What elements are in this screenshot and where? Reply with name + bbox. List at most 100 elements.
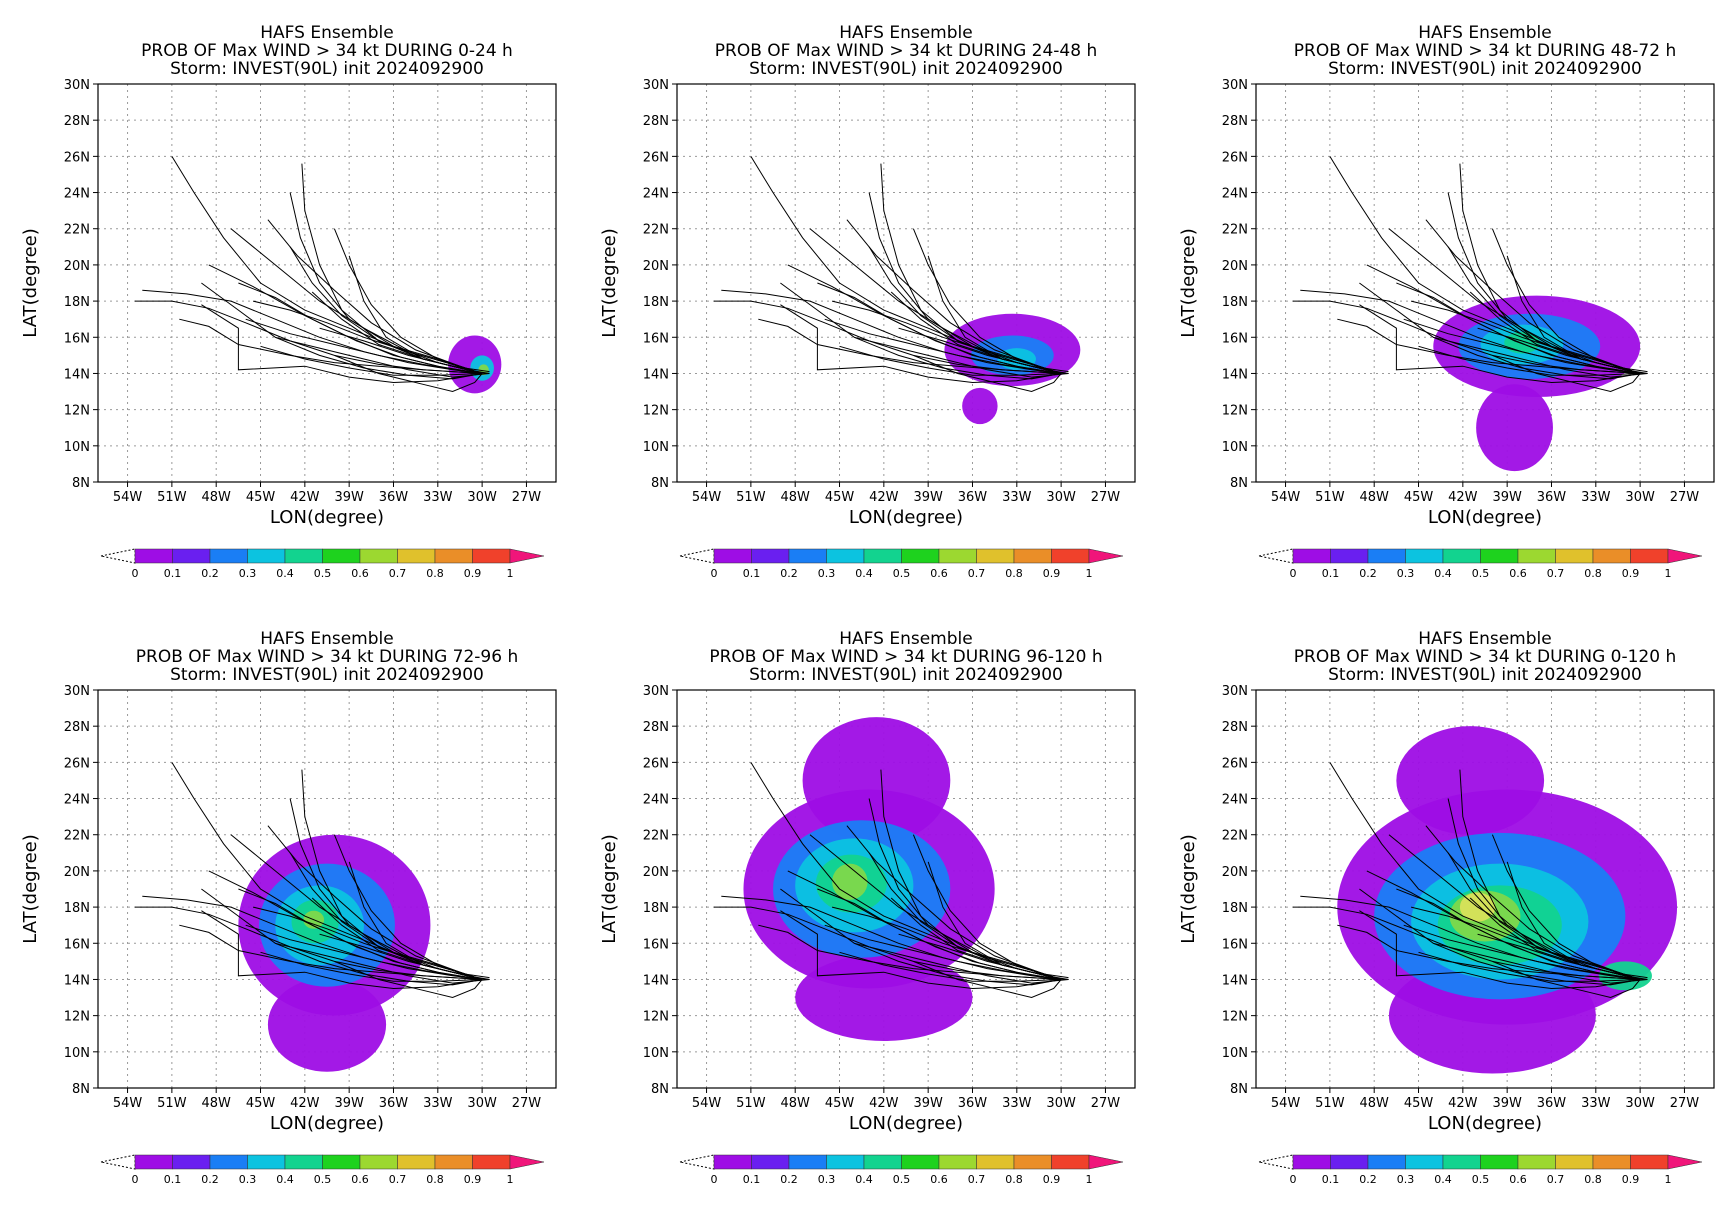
colorbar-over-arrow — [1088, 1154, 1124, 1170]
colorbar-cell — [1051, 548, 1090, 564]
x-tick-label: 39W — [334, 1096, 364, 1111]
colorbar-label: 0.4 — [855, 1173, 873, 1186]
y-tick-label: 8N — [1230, 476, 1248, 491]
colorbar-cell — [1405, 548, 1444, 564]
x-tick-label: 27W — [1091, 1096, 1121, 1111]
y-tick-label: 16N — [1222, 331, 1248, 346]
x-tick-label: 54W — [1271, 1096, 1301, 1111]
colorbar-label: 0.7 — [389, 567, 407, 580]
colorbar-cell — [1630, 548, 1669, 564]
y-tick-label: 10N — [1222, 1046, 1248, 1061]
ensemble-track — [1329, 156, 1641, 374]
x-tick-label: 36W — [379, 1096, 409, 1111]
colorbar-label: 0.6 — [930, 567, 948, 580]
ensemble-track — [275, 336, 490, 378]
x-tick-label: 48W — [201, 490, 231, 505]
colorbar-label: 0.8 — [1584, 567, 1602, 580]
ensemble-track — [780, 888, 1062, 986]
probability-region — [832, 863, 868, 900]
colorbar-label: 0.7 — [389, 1173, 407, 1186]
colorbar-label: 0.1 — [743, 1173, 761, 1186]
colorbar-label: 0.3 — [818, 1173, 836, 1186]
ensemble-track — [1418, 345, 1641, 376]
y-tick-label: 18N — [1222, 295, 1248, 310]
colorbar-cell — [1517, 548, 1556, 564]
colorbar-under-arrow — [100, 1154, 136, 1170]
x-tick-label: 27W — [1091, 490, 1121, 505]
ensemble-track — [1300, 289, 1641, 374]
y-tick-label: 14N — [64, 973, 90, 988]
probability-region — [795, 954, 973, 1041]
colorbar-cell — [826, 548, 865, 564]
colorbar-under-arrow — [100, 548, 136, 564]
x-tick-label: 33W — [423, 1096, 453, 1111]
colorbar-label: 0.7 — [1547, 567, 1565, 580]
x-tick-label: 54W — [692, 1096, 722, 1111]
ensemble-track — [1359, 282, 1641, 380]
colorbar-label: 0.2 — [1359, 1173, 1377, 1186]
colorbar-cell — [247, 548, 286, 564]
y-tick-label: 14N — [643, 367, 669, 382]
y-tick-label: 30N — [1222, 78, 1248, 93]
colorbar: 0 0.1 0.2 0.3 0.4 0.5 0.6 0.7 0.8 0.9 1 — [1258, 1154, 1703, 1186]
chart-title-line1: HAFS Ensemble — [1418, 23, 1551, 43]
colorbar-cell — [172, 548, 211, 564]
y-tick-label: 20N — [64, 259, 90, 274]
probability-region — [1476, 384, 1553, 472]
chart-title-line1: HAFS Ensemble — [839, 23, 972, 43]
colorbar-over-arrow — [1088, 548, 1124, 564]
x-tick-label: 42W — [290, 490, 320, 505]
chart-title-line2: PROB OF Max WIND > 34 kt DURING 72-96 h — [136, 647, 518, 667]
ensemble-track — [868, 246, 1062, 374]
ensemble-track — [267, 219, 483, 374]
colorbar-label: 0 — [1290, 567, 1297, 580]
ensemble-track — [179, 924, 483, 980]
y-tick-label: 16N — [1222, 937, 1248, 952]
y-tick-label: 20N — [643, 865, 669, 880]
x-tick-label: 48W — [780, 1096, 810, 1111]
x-tick-label: 30W — [1625, 490, 1655, 505]
x-tick-label: 30W — [467, 1096, 497, 1111]
x-tick-label: 54W — [113, 490, 143, 505]
x-tick-label: 51W — [736, 1096, 766, 1111]
x-tick-label: 39W — [1492, 1096, 1522, 1111]
colorbar-label: 0.3 — [239, 1173, 257, 1186]
y-tick-label: 20N — [643, 259, 669, 274]
y-tick-label: 18N — [643, 295, 669, 310]
plot-area — [1256, 84, 1714, 482]
ensemble-track — [1491, 834, 1641, 980]
chart-title-line3: Storm: INVEST(90L) init 2024092900 — [749, 59, 1063, 79]
y-tick-label: 28N — [64, 114, 90, 129]
colorbar-cell — [1292, 1154, 1331, 1170]
y-axis-label: LAT(degree) — [599, 228, 620, 337]
colorbar-cell — [1330, 548, 1369, 564]
y-tick-label: 24N — [64, 793, 90, 808]
colorbar-label: 0.3 — [1397, 1173, 1415, 1186]
ensemble-track — [260, 951, 483, 982]
colorbar-label: 0.4 — [276, 1173, 294, 1186]
x-tick-label: 39W — [913, 490, 943, 505]
colorbar-cell — [1555, 1154, 1594, 1170]
colorbar-label: 0.5 — [1472, 567, 1490, 580]
ensemble-track — [333, 834, 483, 980]
y-tick-label: 20N — [64, 865, 90, 880]
x-tick-label: 48W — [1359, 1096, 1389, 1111]
x-tick-label: 51W — [736, 490, 766, 505]
x-tick-label: 30W — [467, 490, 497, 505]
x-tick-label: 45W — [1404, 490, 1434, 505]
plot-area — [677, 84, 1135, 482]
y-tick-label: 10N — [643, 1046, 669, 1061]
colorbar-cell — [788, 548, 827, 564]
x-tick-label: 36W — [1537, 1096, 1567, 1111]
colorbar-label: 0.2 — [780, 567, 798, 580]
x-axis-label: LON(degree) — [1428, 1113, 1542, 1134]
ensemble-track — [912, 834, 1062, 980]
colorbar-cell — [1330, 1154, 1369, 1170]
colorbar-cell — [1442, 1154, 1481, 1170]
colorbar-cell — [901, 1154, 940, 1170]
colorbar-cell — [1592, 548, 1631, 564]
ensemble-track — [817, 888, 1062, 980]
y-tick-label: 18N — [1222, 901, 1248, 916]
ensemble-track — [1337, 924, 1641, 980]
